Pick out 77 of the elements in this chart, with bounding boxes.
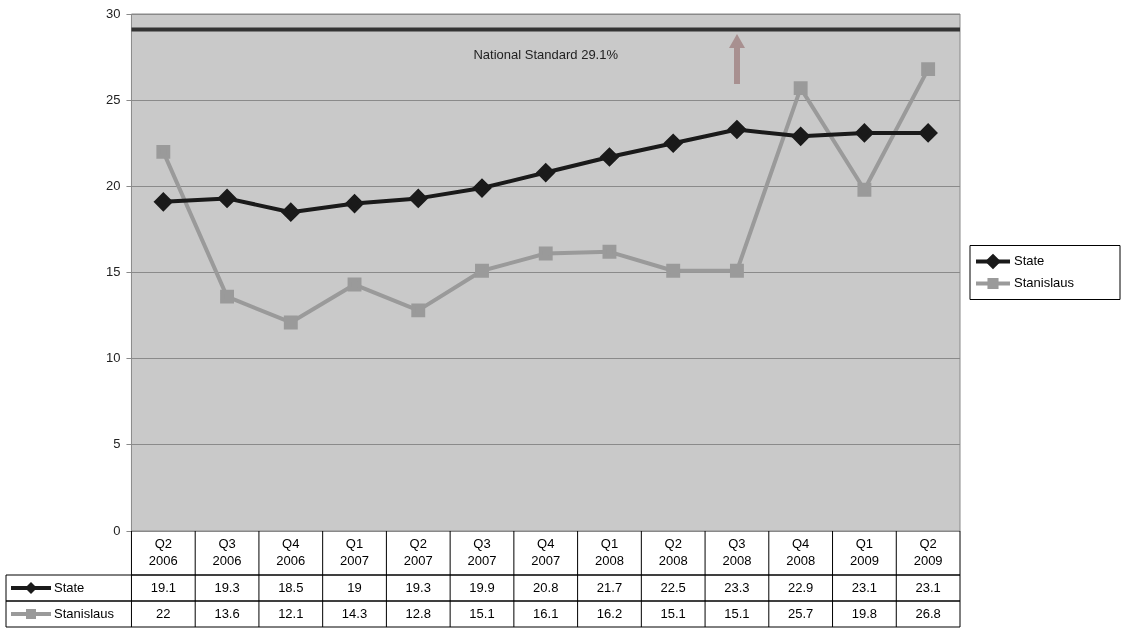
point — [727, 120, 746, 139]
point — [919, 123, 938, 142]
point — [600, 148, 619, 167]
ref-line-label: National Standard 29.1% — [473, 47, 619, 63]
data-label: 23.1 — [851, 579, 878, 595]
point — [538, 246, 553, 261]
y-tick-label: 15 — [105, 264, 121, 280]
data-label: 26.8 — [915, 605, 941, 621]
x-tick-label: Q1 2007 — [340, 536, 369, 569]
data-label: 15.1 — [469, 605, 495, 621]
x-tick-label: Q2 2006 — [148, 536, 178, 569]
data-label: 20.8 — [533, 579, 559, 595]
point — [283, 315, 298, 330]
point — [154, 192, 173, 211]
legend-label: Stanislaus — [1014, 275, 1075, 291]
point — [156, 144, 171, 159]
data-label: 16.2 — [596, 605, 623, 621]
point — [218, 189, 237, 208]
data-label: 19.3 — [214, 579, 240, 595]
x-tick-label: Q4 2008 — [786, 536, 816, 569]
point — [857, 182, 872, 197]
data-label: 12.1 — [278, 605, 304, 621]
data-label: 18.5 — [278, 579, 304, 595]
legend-label: State — [1014, 253, 1045, 269]
point — [666, 263, 681, 278]
data-label: 22.5 — [660, 579, 686, 595]
data-label: 23.1 — [915, 579, 941, 595]
data-label: 13.6 — [214, 605, 240, 621]
data-label: 19.1 — [150, 579, 176, 595]
data-label: 25.7 — [788, 605, 814, 621]
x-tick-label: Q1 2009 — [849, 536, 879, 569]
x-tick-label: Q4 2007 — [531, 536, 561, 569]
x-tick-label: Q3 2007 — [467, 536, 497, 569]
point — [409, 189, 428, 208]
point — [793, 81, 808, 96]
point — [473, 179, 491, 198]
point — [347, 277, 362, 292]
point — [411, 303, 426, 318]
point — [536, 163, 555, 182]
data-label: 21.7 — [596, 579, 623, 595]
text: Stanislaus — [54, 605, 114, 621]
point — [475, 263, 489, 278]
x-tick-label: Q2 2009 — [913, 536, 943, 569]
x-tick-label: Q1 2008 — [595, 536, 624, 569]
x-tick-label: Q3 2008 — [722, 536, 752, 569]
data-label: 23.3 — [724, 579, 750, 595]
point — [855, 123, 874, 142]
x-tick-label: Q4 2006 — [276, 536, 306, 569]
data-label: 15.1 — [724, 605, 750, 621]
y-tick-label: 30 — [105, 5, 121, 21]
x-tick-label: Q2 2008 — [658, 536, 688, 569]
point — [345, 194, 364, 213]
y-tick-label: 25 — [105, 91, 121, 107]
point — [602, 244, 617, 259]
data-label: 16.1 — [533, 605, 559, 621]
data-label: 19.3 — [405, 579, 431, 595]
x-tick-label: Q2 2007 — [403, 536, 433, 569]
point — [220, 289, 235, 304]
point — [729, 263, 744, 278]
y-tick-label: 20 — [105, 177, 121, 193]
point — [281, 203, 300, 222]
data-label: 22.9 — [788, 579, 814, 595]
y-tick-label: 0 — [113, 522, 121, 538]
data-label: 19.9 — [469, 579, 495, 595]
y-tick-label: 5 — [113, 436, 121, 452]
point — [664, 134, 683, 153]
data-label: 15.1 — [660, 605, 686, 621]
data-label: 19.8 — [851, 605, 878, 621]
data-label: 19 — [347, 579, 362, 595]
text: State — [54, 579, 85, 595]
point — [921, 62, 936, 77]
point — [791, 127, 810, 146]
data-label: 12.8 — [405, 605, 431, 621]
data-label: 14.3 — [341, 605, 368, 621]
data-label: 22 — [156, 605, 171, 621]
y-tick-label: 10 — [105, 350, 121, 366]
x-tick-label: Q3 2006 — [212, 536, 242, 569]
